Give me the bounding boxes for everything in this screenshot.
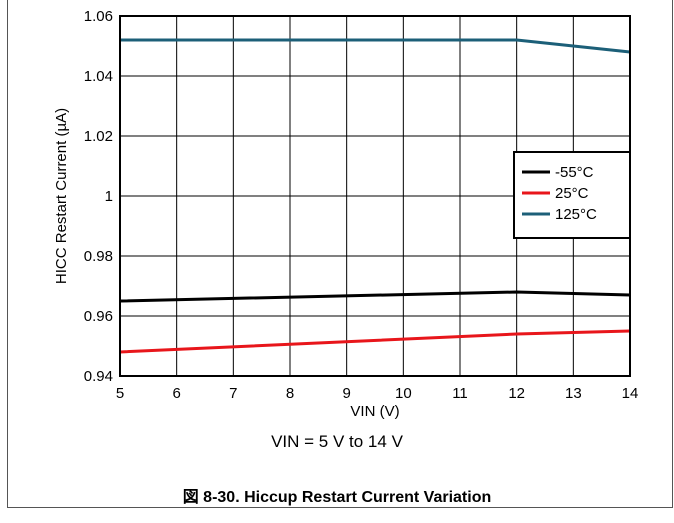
y-tick-label: 1.02: [84, 128, 113, 145]
series-line--55°C: [119, 290, 631, 303]
y-tick-label: 1.04: [84, 68, 113, 85]
series-layer: [119, 38, 631, 354]
x-tick-label: 10: [395, 385, 412, 402]
chart-subtitle: VIN = 5 V to 14 V: [271, 432, 403, 451]
y-tick-label: 0.96: [84, 308, 113, 325]
figure-caption: 図 8-30. Hiccup Restart Current Variation: [182, 489, 492, 506]
legend-box: [513, 151, 631, 239]
y-tick-label: 0.94: [84, 368, 113, 385]
legend: -55°C 25°C 125°C: [513, 151, 631, 239]
legend-entry: 25°C: [555, 185, 589, 202]
x-tick-label: 5: [116, 385, 124, 402]
x-tick-label: 12: [508, 385, 525, 402]
legend-entry: -55°C: [555, 164, 594, 181]
series-line-125°C: [120, 38, 631, 54]
figure-frame: [7, 0, 673, 508]
series-line-25°C: [119, 329, 631, 354]
x-tick-labels: 5 6 7 8 9 10 11 12 13 14: [116, 385, 639, 402]
x-tick-label: 9: [342, 385, 350, 402]
x-tick-label: 11: [452, 385, 468, 402]
y-tick-label: 1: [105, 188, 113, 205]
y-tick-labels: 0.94 0.96 0.98 1 1.02 1.04 1.06: [84, 8, 113, 385]
x-tick-label: 7: [229, 385, 237, 402]
x-tick-label: 6: [172, 385, 180, 402]
y-tick-label: 0.98: [84, 248, 113, 265]
line-chart: 5 6 7 8 9 10 11 12 13 14 0.94 0.96 0.98 1 1.02 1.04 1.0…: [53, 8, 639, 420]
legend-entry: 125°C: [555, 206, 597, 223]
x-axis-label: VIN (V): [350, 403, 399, 420]
x-tick-label: 8: [286, 385, 294, 402]
y-axis-label: HICC Restart Current (µA): [53, 108, 70, 284]
y-tick-label: 1.06: [84, 8, 113, 25]
x-tick-label: 13: [565, 385, 582, 402]
x-tick-label: 14: [622, 385, 639, 402]
